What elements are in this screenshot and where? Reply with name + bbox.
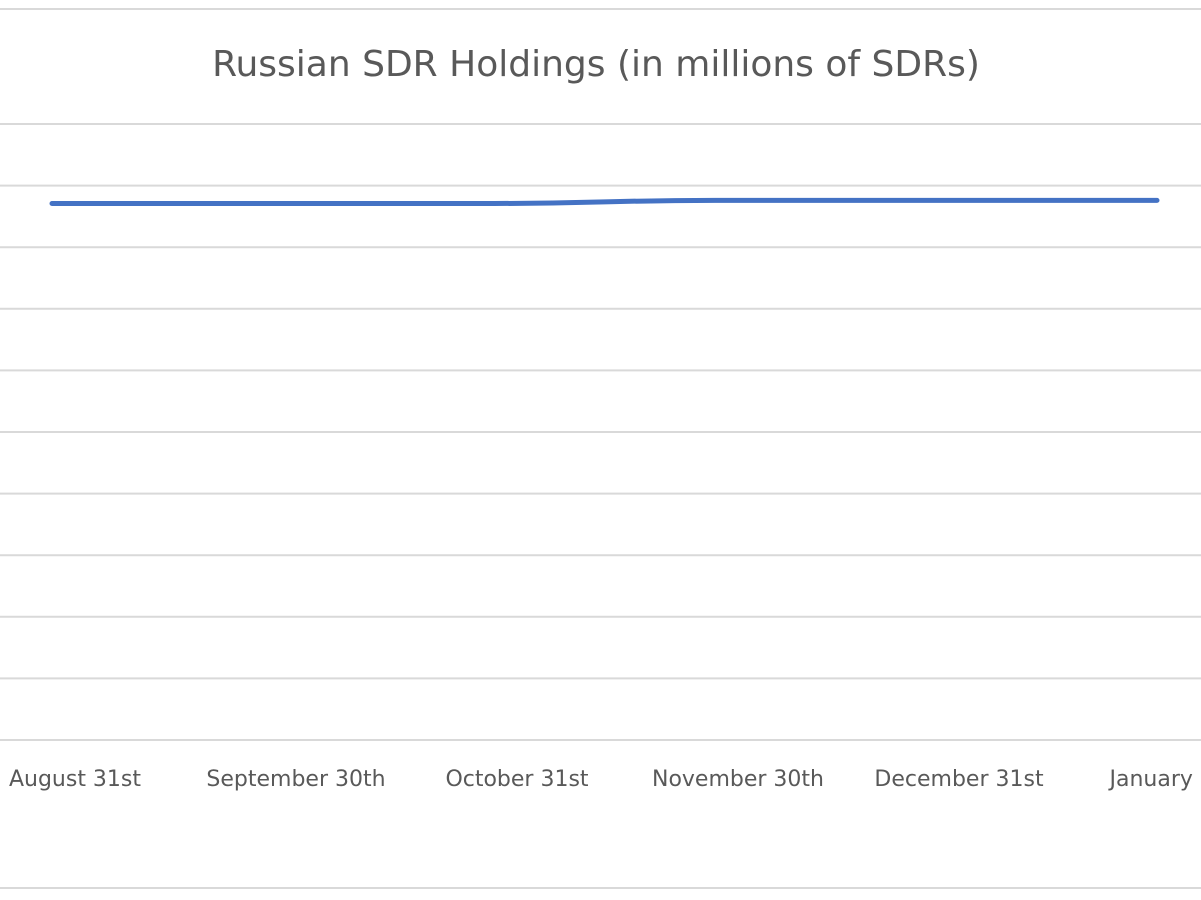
chart-frame	[0, 8, 1201, 889]
x-tick-label: November 30th	[652, 767, 824, 792]
x-tick-label: September 30th	[206, 767, 385, 792]
y-gridlines	[0, 123, 1201, 741]
chart-title: Russian SDR Holdings (in millions of SDR…	[212, 44, 980, 85]
series-lines	[49, 197, 1160, 206]
x-axis-tick-labels: August 31st September 30th October 31st Nov…	[9, 767, 1201, 792]
series-line-0	[49, 197, 1160, 206]
x-tick-label: January 30th	[1108, 767, 1201, 792]
x-tick-label: December 31st	[874, 767, 1044, 792]
x-tick-label: October 31st	[445, 767, 588, 792]
x-tick-label: August 31st	[9, 767, 141, 792]
